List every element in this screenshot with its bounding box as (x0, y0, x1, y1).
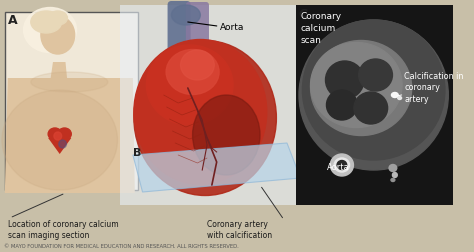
Ellipse shape (302, 20, 445, 160)
FancyBboxPatch shape (186, 2, 209, 53)
Text: A: A (8, 14, 18, 27)
Ellipse shape (48, 128, 62, 140)
FancyBboxPatch shape (168, 1, 191, 69)
Ellipse shape (192, 95, 260, 175)
Ellipse shape (146, 45, 233, 125)
Ellipse shape (391, 178, 395, 181)
Text: C: C (299, 8, 308, 21)
Text: B: B (133, 148, 141, 158)
Ellipse shape (48, 11, 67, 25)
Ellipse shape (31, 72, 108, 92)
Ellipse shape (310, 43, 402, 128)
Ellipse shape (299, 20, 448, 170)
Text: Calcification in
coronary
artery: Calcification in coronary artery (397, 72, 464, 104)
Ellipse shape (54, 132, 62, 140)
Ellipse shape (172, 5, 201, 25)
Text: Coronary
calcium
scan: Coronary calcium scan (301, 12, 342, 45)
Polygon shape (5, 78, 135, 193)
Ellipse shape (41, 16, 74, 54)
Polygon shape (50, 62, 67, 82)
Ellipse shape (334, 158, 350, 172)
Ellipse shape (2, 90, 118, 190)
Ellipse shape (166, 49, 219, 94)
Text: Coronary artery
with calcification: Coronary artery with calcification (207, 220, 272, 240)
Ellipse shape (134, 41, 276, 196)
Ellipse shape (354, 92, 388, 124)
Ellipse shape (359, 59, 392, 91)
FancyBboxPatch shape (296, 5, 453, 205)
Text: Aorta: Aorta (188, 22, 244, 33)
Ellipse shape (58, 128, 71, 140)
Text: Aorta: Aorta (328, 164, 350, 173)
Ellipse shape (326, 61, 364, 99)
Ellipse shape (134, 40, 267, 184)
Ellipse shape (327, 90, 357, 120)
Polygon shape (133, 143, 301, 192)
Ellipse shape (59, 140, 66, 148)
Ellipse shape (24, 8, 77, 52)
Ellipse shape (31, 11, 62, 33)
Text: © MAYO FOUNDATION FOR MEDICAL EDUCATION AND RESEARCH. ALL RIGHTS RESERVED.: © MAYO FOUNDATION FOR MEDICAL EDUCATION … (4, 244, 238, 249)
Text: Location of coronary calcium
scan imaging section: Location of coronary calcium scan imagin… (8, 220, 118, 240)
Ellipse shape (310, 41, 412, 136)
Ellipse shape (392, 92, 398, 98)
Ellipse shape (181, 50, 214, 80)
Ellipse shape (392, 173, 397, 177)
Polygon shape (48, 138, 71, 154)
FancyBboxPatch shape (5, 12, 138, 190)
Ellipse shape (389, 165, 397, 172)
Ellipse shape (398, 97, 401, 100)
FancyBboxPatch shape (120, 5, 299, 205)
Ellipse shape (330, 154, 354, 176)
Ellipse shape (337, 161, 346, 170)
